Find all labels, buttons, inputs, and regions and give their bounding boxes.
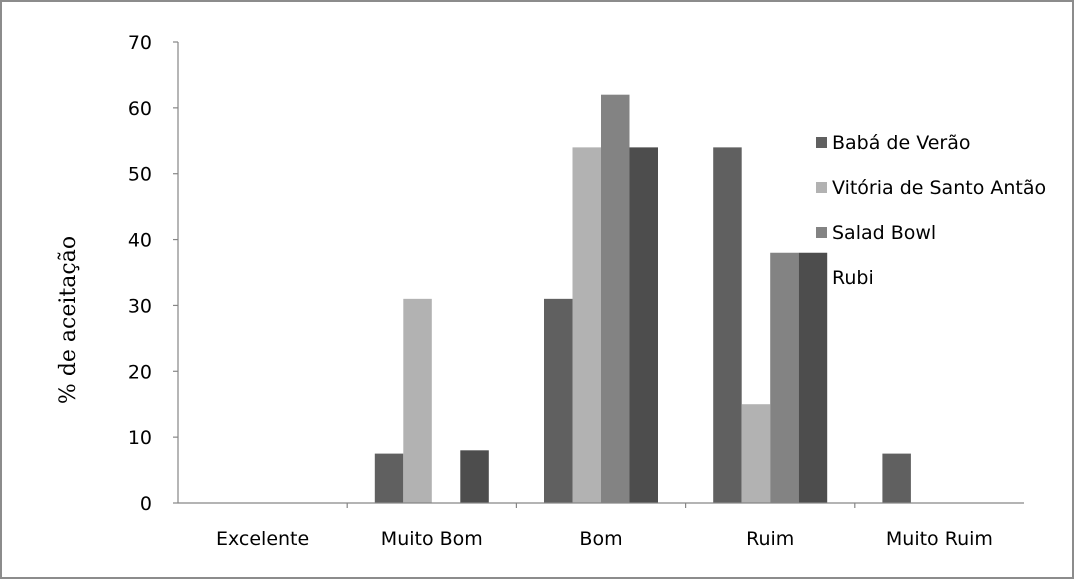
legend-label: Vitória de Santo Antão [832,177,1046,199]
axes: 0 10 20 30 40 50 60 70 Excelente Muito Bom Bom Ruim… [128,32,1024,550]
legend-label: Rubi [832,267,874,289]
y-tick-label: 60 [128,98,152,120]
bar [741,404,771,503]
y-tick-label: 70 [128,32,152,54]
bar [770,252,799,503]
bar [882,453,911,503]
y-tick-label: 40 [128,230,152,252]
legend-swatch [816,137,827,148]
legend-swatch [816,182,827,193]
y-tick-label: 30 [128,295,152,317]
x-tick-label: Ruim [746,528,794,550]
bar [374,453,404,503]
y-tick-label: 0 [140,493,152,515]
x-tick-label: Muito Bom [381,528,483,550]
bar [601,94,630,503]
legend-label: Babá de Verão [832,132,971,154]
bar [544,298,573,503]
x-tick-label: Muito Ruim [886,528,993,550]
bar [629,147,658,503]
x-tick-label: Bom [579,528,622,550]
bar [572,147,601,503]
bar [798,252,828,503]
plot-area [374,94,911,503]
y-tick-label: 50 [128,164,152,186]
bar [713,147,742,503]
y-axis-label: % de aceitação [56,236,81,404]
legend-label: Salad Bowl [832,222,936,244]
y-tick-label: 20 [128,361,152,383]
x-tick-label: Excelente [216,528,309,550]
legend-swatch [816,272,827,283]
legend: Babá de Verão Vitória de Santo Antão Salad… [816,132,1046,289]
y-tick-label: 10 [128,427,152,449]
bar [460,450,489,503]
legend-swatch [816,227,827,238]
bar [403,298,432,503]
